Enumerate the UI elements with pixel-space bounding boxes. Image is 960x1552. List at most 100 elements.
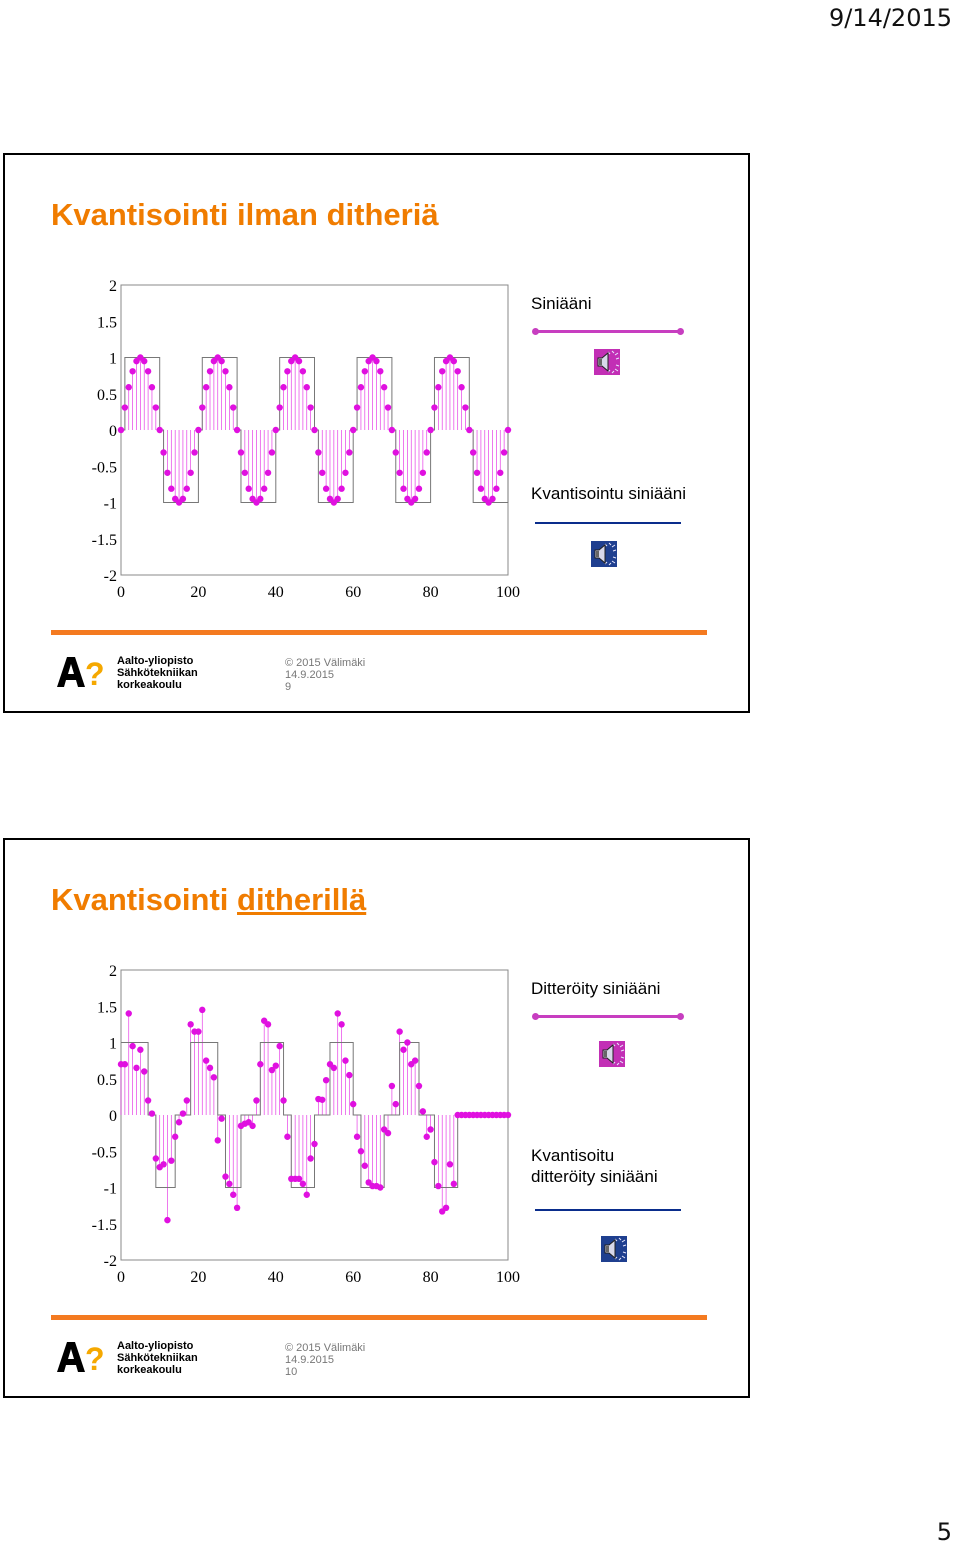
sample-point: [450, 357, 458, 365]
slide-10: Kvantisointi ditherillä 2 1.5 1 0.5 0 -0.5 -1 -…: [3, 838, 750, 1398]
sample-point: [419, 469, 427, 476]
sample-point: [307, 1155, 314, 1162]
y-tick-label: 0: [109, 423, 117, 440]
sample-point: [199, 1006, 206, 1014]
x-tick-label: 60: [345, 584, 361, 601]
footer-bar: [51, 630, 707, 635]
sample-point: [322, 1077, 330, 1084]
sample-point: [129, 368, 136, 375]
sample-point: [469, 449, 477, 456]
sample-point: [431, 1158, 438, 1166]
sample-point: [264, 1021, 272, 1028]
x-tick-label: 80: [423, 1269, 439, 1286]
sample-point: [435, 1182, 442, 1190]
sample-point: [338, 485, 345, 492]
aalto-logo: ?: [57, 1341, 105, 1374]
sample-point: [168, 1157, 175, 1164]
sample-point: [160, 449, 167, 456]
sample-point: [450, 1180, 458, 1188]
sample-point: [202, 384, 210, 391]
sample-point: [206, 1064, 214, 1072]
sample-point: [218, 1115, 225, 1122]
organization-name: Aalto-yliopisto Sähkötekniikan korkeakou…: [117, 655, 198, 691]
legend-label-sine: Siniääni: [531, 294, 592, 313]
sample-point: [504, 426, 512, 434]
sample-point: [195, 1028, 202, 1035]
slide-title: Kvantisointi ilman ditheriä: [51, 197, 439, 232]
sample-point: [311, 1140, 318, 1148]
sample-point: [272, 426, 279, 434]
sample-point: [473, 469, 481, 476]
legend-dot-left: [532, 328, 539, 335]
sample-point: [319, 469, 326, 476]
sample-point: [148, 1110, 156, 1117]
slide-meta: © 2015 Välimäki 14.9.2015 9: [285, 657, 366, 693]
sample-point: [233, 426, 241, 434]
speaker-icon[interactable]: [591, 541, 617, 567]
y-tick-label: 1: [109, 351, 117, 368]
sample-point: [272, 1062, 279, 1069]
sample-point: [152, 404, 160, 411]
y-tick-label: -0.5: [92, 1144, 117, 1161]
sample-point: [268, 1066, 276, 1074]
sample-point: [303, 1191, 310, 1198]
speaker-icon[interactable]: [594, 349, 620, 375]
sample-point: [214, 1137, 221, 1144]
legend-line-quantized-dithered: [535, 1209, 681, 1211]
sample-point: [210, 1074, 218, 1081]
x-tick-label: 80: [423, 584, 439, 601]
sample-point: [334, 1010, 341, 1017]
x-tick-label: 100: [496, 1269, 520, 1286]
sample-point: [307, 404, 314, 411]
slide-meta: © 2015 Välimäki 14.9.2015 10: [285, 1342, 366, 1378]
sample-point: [415, 485, 423, 492]
footer-bar: [51, 1315, 707, 1320]
y-tick-label: -1: [104, 1181, 117, 1198]
sample-point: [411, 495, 419, 503]
sample-point: [226, 1180, 233, 1188]
speaker-icon[interactable]: [601, 1236, 627, 1262]
sample-point: [435, 384, 442, 391]
sample-point: [357, 1148, 365, 1155]
x-tick-label: 0: [117, 584, 125, 601]
y-tick-label: 1.5: [97, 314, 117, 331]
sample-point: [133, 1064, 140, 1072]
sample-point: [497, 469, 504, 476]
sample-point: [183, 1097, 190, 1104]
sample-point: [195, 426, 202, 434]
legend-dot-right: [677, 328, 684, 335]
sample-point: [439, 368, 446, 375]
sample-point: [423, 1133, 430, 1140]
sample-point: [315, 449, 322, 456]
speaker-icon[interactable]: [599, 1041, 625, 1067]
sample-point: [222, 368, 229, 375]
aalto-logo: ?: [57, 656, 105, 689]
dither-chart: 21.510.50-0.5-1-1.5-20 20 40 60 80 100: [92, 963, 520, 1286]
sample-point: [148, 384, 156, 391]
y-tick-label: -2: [104, 1253, 117, 1270]
x-tick-label: 20: [190, 584, 206, 601]
sample-point: [330, 1064, 338, 1072]
sample-point: [276, 1042, 283, 1050]
y-tick-label: 2: [109, 278, 117, 295]
sample-point: [284, 368, 291, 375]
sample-point: [280, 384, 287, 391]
sample-point: [218, 357, 225, 365]
sample-point: [392, 1100, 399, 1108]
sample-point: [380, 384, 388, 391]
sample-point: [160, 1161, 167, 1168]
sample-point: [199, 404, 206, 411]
x-tick-label: 60: [345, 1269, 361, 1286]
y-tick-label: -1.5: [92, 1217, 117, 1234]
sample-point: [400, 485, 407, 492]
y-tick-label: -2: [104, 568, 117, 585]
sample-point: [121, 404, 129, 411]
x-tick-label: 40: [268, 1269, 284, 1286]
sample-point: [396, 1028, 403, 1035]
sample-point: [311, 426, 318, 434]
x-tick-label: 100: [496, 584, 520, 601]
sample-point: [388, 1082, 396, 1090]
y-tick-label: 0: [109, 1108, 117, 1125]
sample-point: [245, 485, 252, 492]
legend-dot-right: [677, 1013, 684, 1020]
